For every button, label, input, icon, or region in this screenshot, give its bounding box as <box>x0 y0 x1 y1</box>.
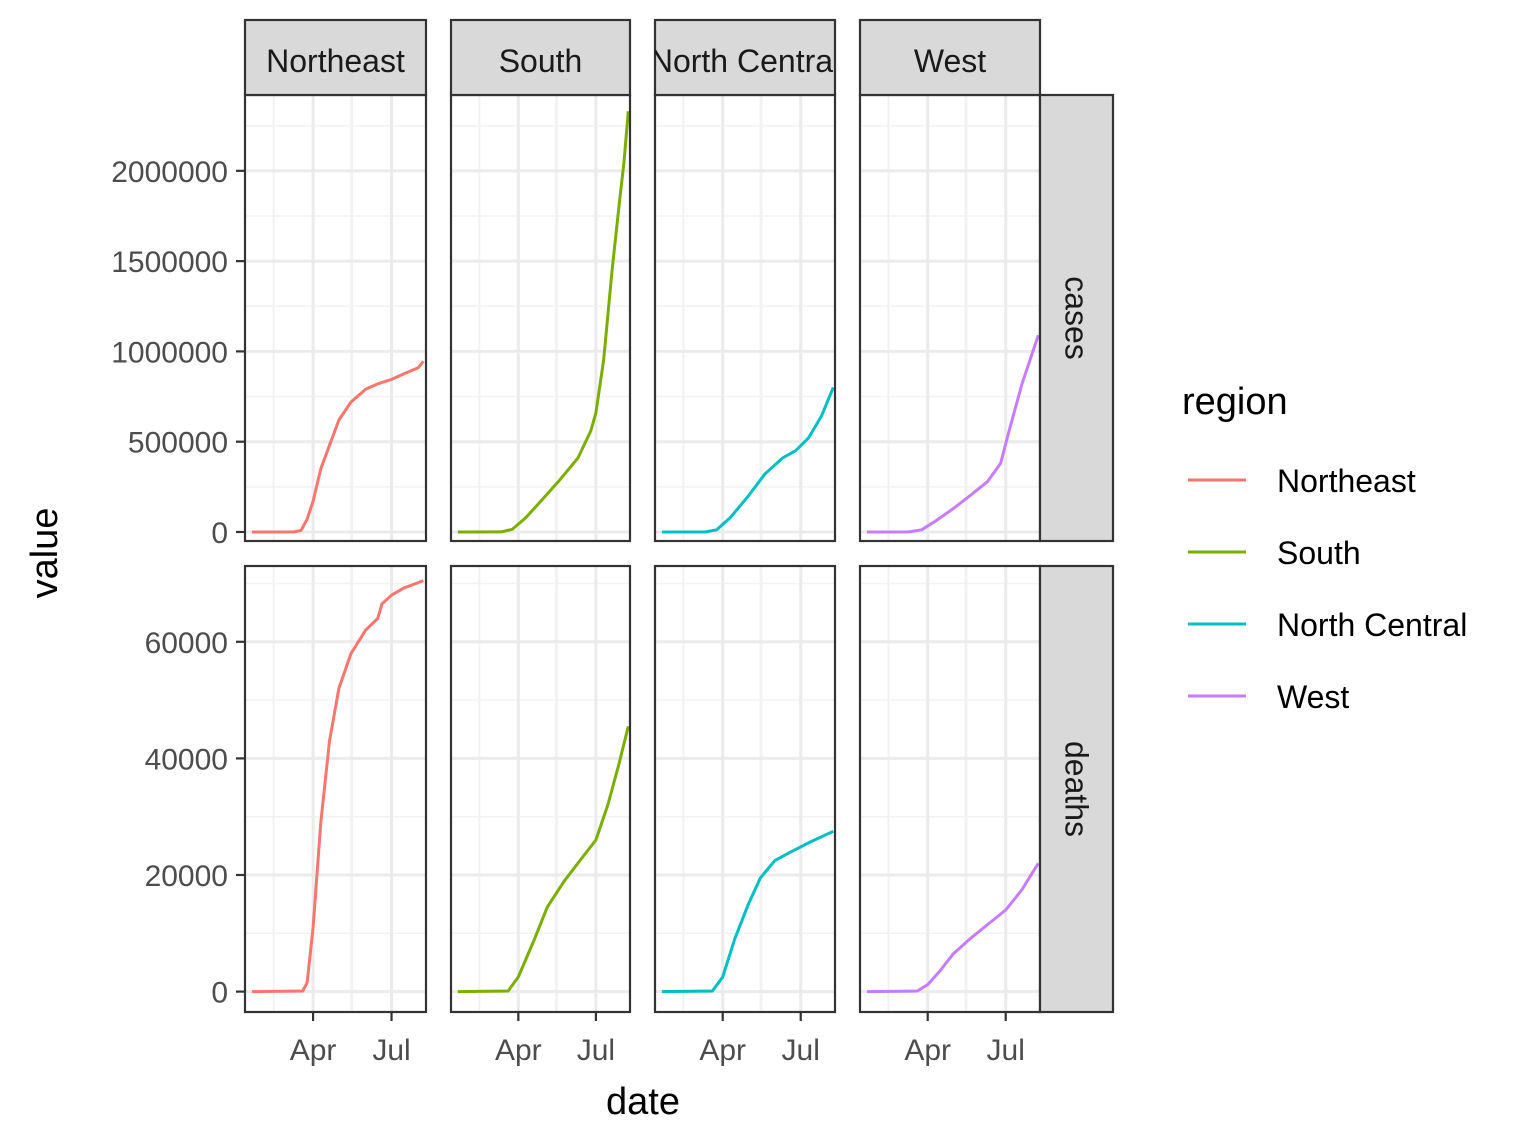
y-tick-label: 60000 <box>145 627 228 660</box>
y-tick-label: 2000000 <box>111 156 228 189</box>
x-tick-label: Jul <box>577 1034 615 1067</box>
y-tick-label: 0 <box>211 977 228 1010</box>
panel-background <box>860 95 1040 541</box>
legend-label: South <box>1277 535 1361 571</box>
legend-item-south: South <box>1188 535 1361 571</box>
x-tick-label: Jul <box>372 1034 410 1067</box>
panel-border <box>653 564 837 1014</box>
strip-cases: cases <box>1038 93 1115 543</box>
x-tick-label: Apr <box>904 1034 951 1067</box>
series-line-northeast-cases <box>251 360 425 534</box>
strip-south: South <box>449 18 632 97</box>
series-line-west-deaths <box>866 862 1040 994</box>
series-line-south-deaths <box>457 725 630 994</box>
strip-deaths: deaths <box>1038 564 1115 1014</box>
strip-background <box>1038 93 1115 543</box>
panel-northeast-deaths: Apr Jul 0 20000 40000 60000 <box>145 564 428 1067</box>
legend-title: region <box>1182 381 1288 423</box>
y-tick-label: 1000000 <box>111 336 228 369</box>
strip-label-cases: cases <box>1059 276 1095 360</box>
legend: region Northeast South North Central West <box>1182 381 1467 715</box>
panel-border <box>449 564 632 1014</box>
strip-label-south: South <box>499 43 583 79</box>
strip-background <box>1038 564 1115 1014</box>
legend-item-west: West <box>1188 679 1349 715</box>
panel-border <box>243 564 428 1014</box>
strip-north-central: North Central <box>650 18 840 97</box>
strip-label-west: West <box>914 43 986 79</box>
panel-background <box>245 95 426 541</box>
y-tick-label: 1500000 <box>111 246 228 279</box>
panel-background <box>245 566 426 1012</box>
strip-label-north-central: North Central <box>650 43 840 79</box>
x-tick-label: Jul <box>782 1034 820 1067</box>
legend-label: Northeast <box>1277 463 1416 499</box>
x-tick-label: Apr <box>495 1034 542 1067</box>
legend-item-north-central: North Central <box>1188 607 1467 643</box>
strip-background <box>243 18 428 97</box>
series-line-west-cases <box>866 334 1040 534</box>
facet-panels: 0 500000 1000000 1500000 2000000 Northeast Sou… <box>111 18 1115 1067</box>
legend-label: West <box>1277 679 1349 715</box>
x-axis-title: date <box>606 1081 680 1123</box>
panel-background <box>451 95 630 541</box>
series-line-north-central-cases <box>661 386 835 534</box>
panel-south-cases <box>449 93 632 543</box>
panel-background <box>655 566 835 1012</box>
legend-item-northeast: Northeast <box>1188 463 1416 499</box>
panel-west-cases <box>858 93 1042 543</box>
x-tick-label: Apr <box>699 1034 746 1067</box>
series-line-north-central-deaths <box>661 829 834 994</box>
series-line-south-cases <box>457 111 630 534</box>
strip-west: West <box>858 18 1042 97</box>
y-tick-label: 40000 <box>145 743 228 776</box>
y-tick-label: 20000 <box>145 860 228 893</box>
strip-label-northeast: Northeast <box>266 43 405 79</box>
x-tick-label: Jul <box>987 1034 1025 1067</box>
legend-label: North Central <box>1277 607 1467 643</box>
y-tick-label: 500000 <box>128 427 228 460</box>
strip-northeast: Northeast <box>243 18 428 97</box>
panel-south-deaths: Apr Jul <box>449 564 632 1067</box>
panel-north-central-cases <box>653 93 837 543</box>
y-tick-label: 0 <box>211 517 228 550</box>
panel-background <box>451 566 630 1012</box>
strip-background <box>858 18 1042 97</box>
series-line-northeast-deaths <box>251 579 424 994</box>
panel-northeast-cases: 0 500000 1000000 1500000 2000000 <box>111 93 428 550</box>
strip-background <box>449 18 632 97</box>
y-axis-title: value <box>24 508 66 599</box>
panel-north-central-deaths: Apr Jul <box>653 564 837 1067</box>
strip-background <box>653 18 837 97</box>
x-tick-label: Apr <box>290 1034 337 1067</box>
panel-background <box>860 566 1040 1012</box>
panel-west-deaths: Apr Jul <box>858 564 1042 1067</box>
strip-label-deaths: deaths <box>1059 741 1095 837</box>
panel-background <box>655 95 835 541</box>
